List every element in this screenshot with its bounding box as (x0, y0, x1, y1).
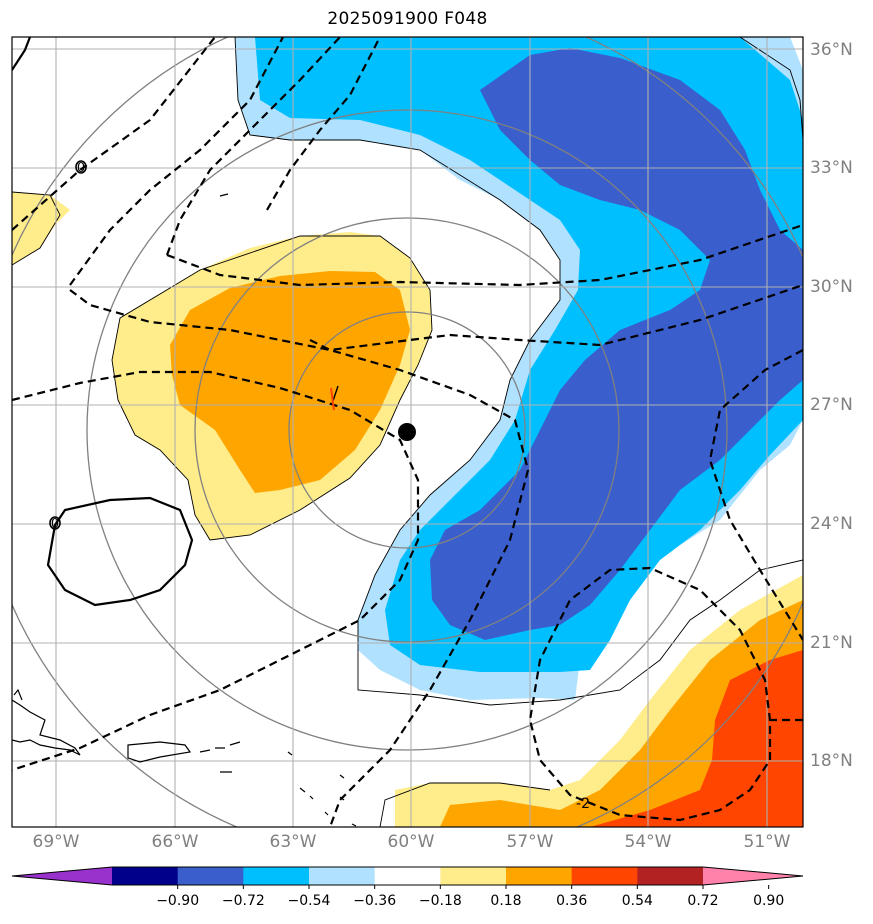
colorbar-tick-label: −0.90 (156, 893, 200, 909)
colorbar-segment (309, 867, 376, 885)
colorbar-segment (177, 867, 244, 885)
lon-label-54w: 54°W (624, 832, 672, 852)
range-rings (12, 37, 803, 827)
colorbar (11, 866, 804, 889)
lat-label-21n: 21°N (810, 633, 853, 653)
colorbar-tick-label: 0.54 (621, 893, 653, 909)
colorbar-extend-low (12, 867, 112, 885)
colorbar-segment (112, 867, 179, 885)
colorbar-segment (506, 867, 573, 885)
storm-center-marker (398, 423, 416, 441)
colorbar-tick-label: 0.72 (687, 893, 719, 909)
contour-label-zero-w: 0 (51, 517, 59, 532)
lat-label-36n: 36°N (810, 40, 853, 60)
contour-loop-w (49, 516, 61, 530)
lon-label-69w: 69°W (32, 832, 80, 852)
contour-label-southeast: -2 (576, 796, 590, 812)
colorbar-extend-high (703, 867, 803, 885)
colorbar-segment (637, 867, 704, 885)
lon-label-51w: 51°W (743, 832, 791, 852)
lat-label-27n: 27°N (810, 395, 853, 415)
dashed-contours (12, 37, 803, 827)
colorbar-segment (374, 867, 441, 885)
positive-anomaly-southeast (395, 575, 803, 827)
colorbar-segment (571, 867, 638, 885)
colorbar-tick-label: −0.18 (418, 893, 462, 909)
colorbar-outline (11, 866, 804, 886)
colorbar-tick-label: 0.90 (753, 893, 785, 909)
colorbar-segment (243, 867, 310, 885)
colorbar-tick-label: 0.36 (556, 893, 588, 909)
lon-label-66w: 66°W (151, 832, 199, 852)
tiny-red-feature (330, 387, 335, 411)
coastlines (12, 688, 357, 827)
lat-label-18n: 18°N (810, 751, 853, 771)
lon-label-60w: 60°W (387, 832, 435, 852)
lat-label-24n: 24°N (810, 514, 853, 534)
contour-label-zero-nw: 0 (77, 161, 85, 176)
colorbar-tick-label: −0.36 (353, 893, 397, 909)
negative-anomaly-band (235, 37, 803, 700)
solid-contour-nw (12, 37, 32, 71)
lon-label-63w: 63°W (269, 832, 317, 852)
colorbar-tick-label: 0.18 (490, 893, 522, 909)
closed-solid-contour (46, 496, 194, 607)
lon-label-57w: 57°W (506, 832, 554, 852)
colorbar-tick-label: −0.72 (221, 893, 265, 909)
map-frame (11, 36, 804, 828)
colorbar-segment (440, 867, 507, 885)
colorbar-tick-label: −0.54 (287, 893, 331, 909)
thin-contours (12, 37, 803, 827)
map-title: 2025091900 F048 (327, 9, 488, 29)
map-plot-area (12, 37, 803, 827)
lat-label-33n: 33°N (810, 158, 853, 178)
positive-anomaly-west (12, 192, 432, 540)
contour-loop-nw (75, 160, 87, 174)
lat-label-30n: 30°N (810, 277, 853, 297)
